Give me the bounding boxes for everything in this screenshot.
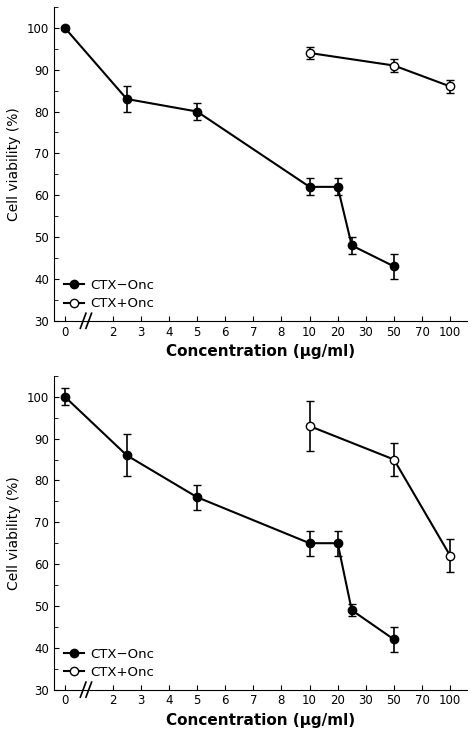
X-axis label: Concentration (μg/ml): Concentration (μg/ml) bbox=[166, 344, 355, 359]
Legend: CTX−Onc, CTX+Onc: CTX−Onc, CTX+Onc bbox=[60, 644, 158, 683]
X-axis label: Concentration (μg/ml): Concentration (μg/ml) bbox=[166, 713, 355, 728]
Y-axis label: Cell viability (%): Cell viability (%) bbox=[7, 107, 21, 220]
Legend: CTX−Onc, CTX+Onc: CTX−Onc, CTX+Onc bbox=[60, 275, 158, 314]
Y-axis label: Cell viability (%): Cell viability (%) bbox=[7, 476, 21, 589]
